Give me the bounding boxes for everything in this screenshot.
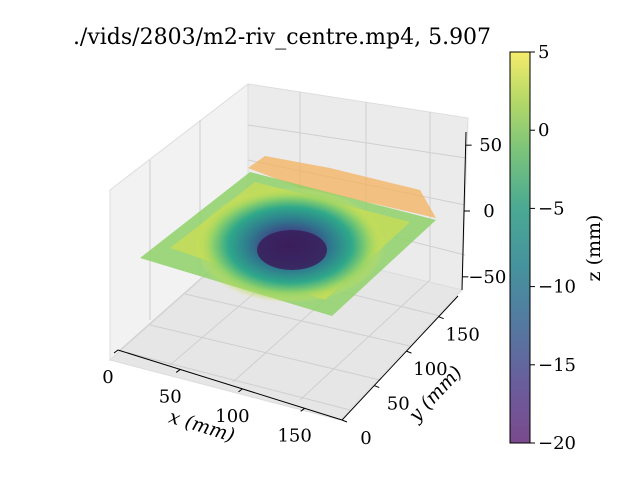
y-tick-label: 0 [360,428,371,449]
chart-title: ./vids/2803/m2-riv_centre.mp4, 5.907 [73,25,491,50]
y-tick-mark [438,316,444,320]
surface-depression-core [257,230,327,270]
z-tick-labels: −50 0 50 [462,135,506,288]
x-tick-mark [238,388,243,393]
x-tick-label: 150 [277,425,311,446]
x-tick-mark [300,407,305,412]
colorbar-label: z (mm) [583,215,605,282]
colorbar-tick-label: −20 [538,433,576,454]
x-tick-mark [113,349,119,354]
colorbar-tick-label: −10 [538,277,576,298]
surface-ridge [248,156,436,218]
y-tick-mark [341,419,348,423]
y-tick-mark [374,385,380,389]
colorbar-tick-label: 0 [538,120,549,141]
colorbar-tick-label: −5 [538,198,565,219]
x-tick-label: 0 [102,367,113,388]
x-tick-mark [175,369,181,373]
x-tick-label: 50 [159,386,182,407]
colorbar-ticks: 5 0 −5 −10 −15 −20 [530,42,576,454]
z-tick-label: 50 [479,135,502,156]
colorbar-tick-label: −15 [538,355,576,376]
y-tick-label: 150 [445,325,479,346]
y-tick-label: 50 [387,394,410,415]
y-tick-label: 100 [413,359,447,380]
colorbar-gradient [509,51,531,444]
colorbar-tick-label: 5 [538,42,549,63]
surface [140,156,436,316]
colorbar: 5 0 −5 −10 −15 −20 z (mm) [509,42,605,454]
x-tick-label: 100 [215,406,249,427]
z-tick-label: −50 [468,267,506,288]
x-tick-labels: 0 50 100 150 [102,349,312,446]
y-tick-mark [406,350,412,354]
z-tick-label: 0 [483,201,494,222]
